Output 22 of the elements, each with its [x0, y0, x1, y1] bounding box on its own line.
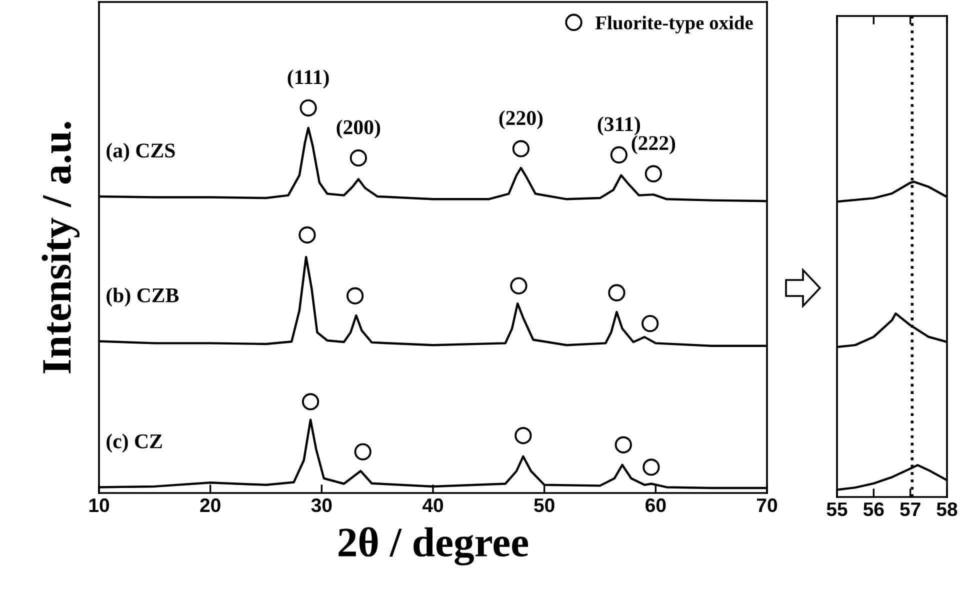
- annotation: (222): [632, 135, 676, 154]
- annotation: (200): [336, 120, 380, 139]
- series-label: (a) CZS: [106, 142, 175, 162]
- x-tick-label: 50: [534, 498, 554, 512]
- x-tick-label: 56: [863, 502, 884, 516]
- series-label: (c) CZ: [106, 434, 162, 453]
- x-tick-label: 30: [311, 498, 332, 512]
- x-tick-label: 40: [422, 498, 444, 512]
- x-tick-label: 55: [826, 502, 848, 516]
- x-tick-label: 70: [757, 498, 778, 512]
- y-axis-title: Intensity / a.u.: [42, 122, 80, 374]
- legend-label: Fluorite-type oxide: [596, 16, 753, 34]
- x-tick-label: 58: [936, 502, 958, 516]
- text: (111): [288, 70, 329, 88]
- x-tick-label: 60: [646, 498, 666, 512]
- annotation: (311): [598, 116, 640, 136]
- x-tick-label: 10: [89, 498, 110, 512]
- x-tick-label: 20: [200, 498, 220, 512]
- x-axis-title: 2θ / degree: [338, 527, 528, 566]
- annotation: (220): [499, 110, 543, 130]
- x-tick-label: 57: [900, 502, 920, 516]
- series-label: (b) CZB: [106, 288, 179, 307]
